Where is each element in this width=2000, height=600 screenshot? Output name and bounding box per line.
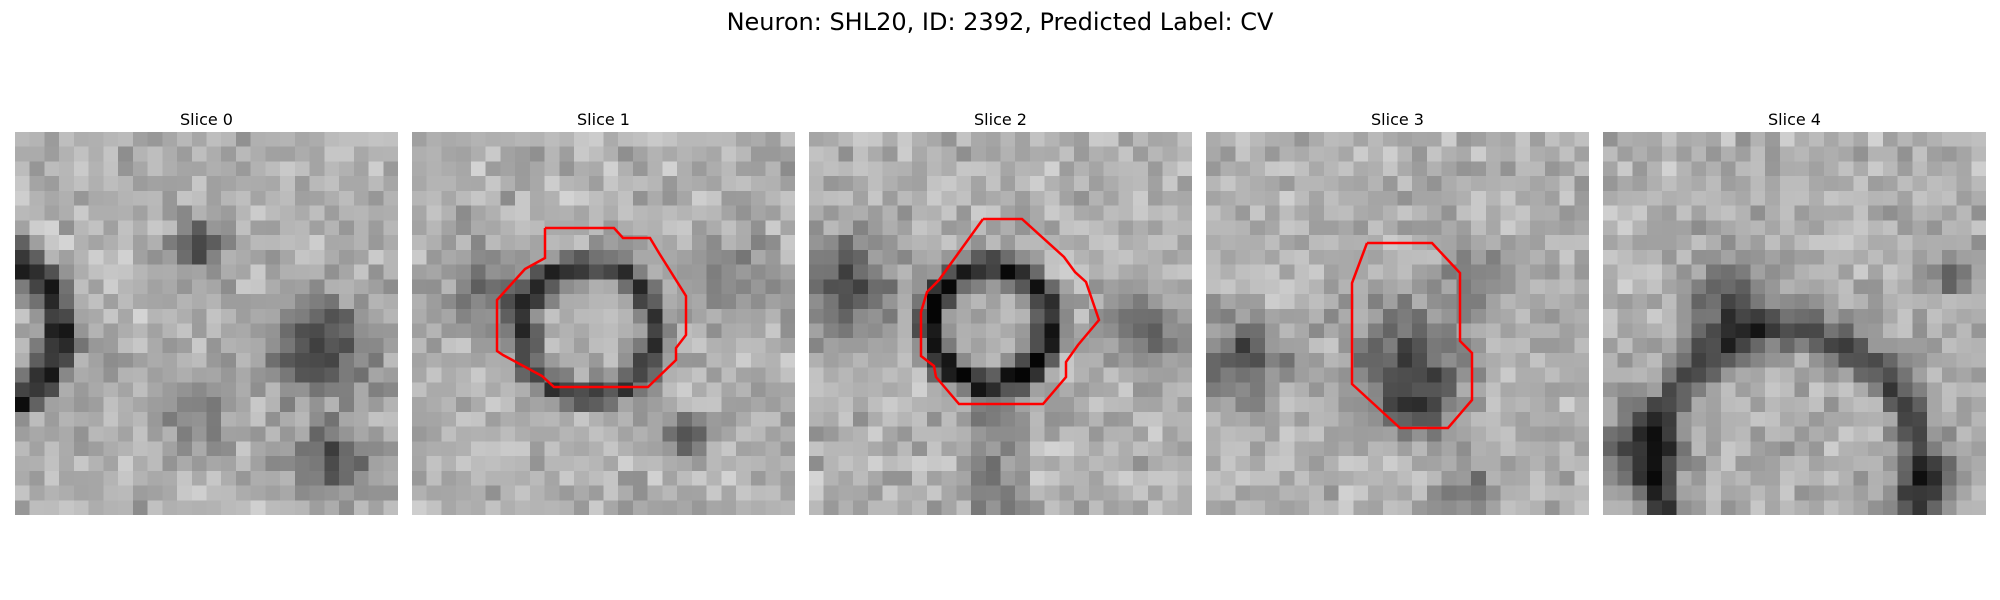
slice-title: Slice 0 <box>180 110 233 129</box>
slice-panel-4: Slice 4 <box>1603 107 1986 515</box>
slice-image <box>1603 132 1986 515</box>
slice-title: Slice 3 <box>1371 110 1424 129</box>
slice-image <box>412 132 795 515</box>
segmentation-contour <box>495 226 688 389</box>
slice-title: Slice 2 <box>974 110 1027 129</box>
slice-title: Slice 1 <box>577 110 630 129</box>
figure-title: Neuron: SHL20, ID: 2392, Predicted Label… <box>726 8 1274 36</box>
slice-panel-2: Slice 2 <box>809 107 1192 515</box>
segmentation-contour <box>1350 241 1474 430</box>
slice-panel-0: Slice 0 <box>15 107 398 515</box>
slice-panel-3: Slice 3 <box>1206 107 1589 515</box>
slice-panel-1: Slice 1 <box>412 107 795 515</box>
segmentation-contour <box>919 217 1101 406</box>
slice-image <box>809 132 1192 515</box>
slice-title: Slice 4 <box>1768 110 1821 129</box>
slice-image <box>1206 132 1589 515</box>
slice-image <box>15 132 398 515</box>
